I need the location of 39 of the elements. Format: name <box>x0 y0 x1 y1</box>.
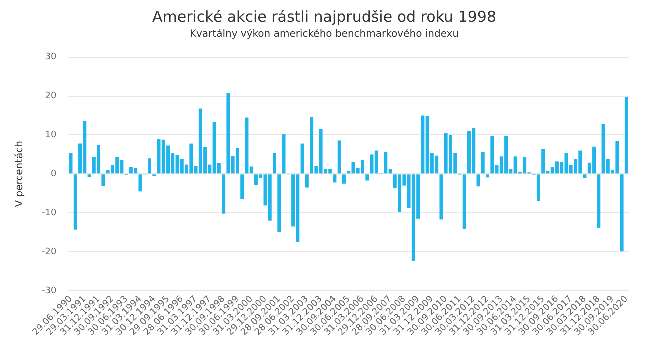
bar <box>597 174 601 228</box>
bar <box>69 154 73 174</box>
bar <box>338 140 342 174</box>
bar <box>74 174 78 230</box>
y-tick-label: -30 <box>42 286 57 296</box>
bar <box>88 174 92 178</box>
chart-title: Americké akcie rástli najprudšie od roku 1998 <box>152 8 498 26</box>
bar <box>620 174 624 252</box>
bar <box>536 174 540 202</box>
bar <box>342 174 346 184</box>
bar <box>333 174 337 183</box>
bar <box>240 174 244 200</box>
y-tick-label: 10 <box>45 130 57 141</box>
y-tick-label: 0 <box>50 170 57 180</box>
bar <box>300 144 304 174</box>
chart-subtitle: Kvartálny výkon amerického benchmarkového indexu <box>188 29 460 40</box>
y-tick-label: 20 <box>45 92 57 102</box>
bar <box>282 134 286 174</box>
bar <box>366 174 370 181</box>
y-tick-label: -20 <box>42 247 57 258</box>
bar <box>138 174 142 192</box>
bar <box>102 174 106 186</box>
bar <box>268 174 272 221</box>
bar <box>273 153 276 174</box>
bar <box>310 116 314 174</box>
bar <box>305 174 309 188</box>
y-tick-label: -10 <box>42 208 57 218</box>
bar <box>148 158 152 174</box>
y-axis-title: V percentách <box>14 141 26 208</box>
bar <box>624 97 628 174</box>
bar <box>486 174 490 178</box>
bar <box>481 152 485 174</box>
y-tick-label: 30 <box>45 52 57 63</box>
bar <box>440 174 444 220</box>
bar <box>236 148 240 174</box>
bar <box>542 149 546 174</box>
bar <box>222 174 226 214</box>
bar <box>278 174 282 232</box>
bar <box>374 150 378 174</box>
